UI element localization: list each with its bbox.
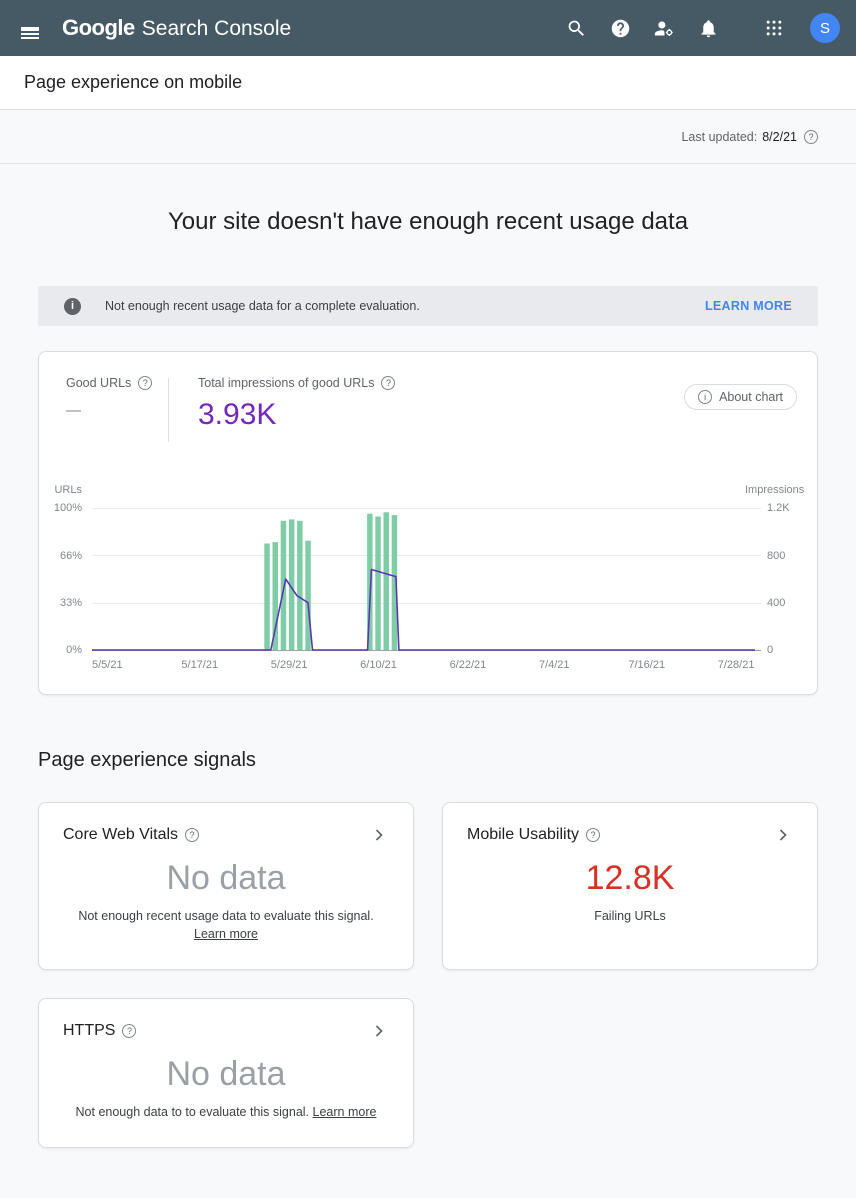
notifications-button[interactable]	[690, 10, 726, 46]
right-axis-tick: 800	[767, 549, 786, 562]
chart-gridline	[92, 602, 761, 604]
good-urls-label: Good URLs	[66, 376, 132, 390]
about-chart-label: About chart	[719, 390, 783, 404]
mobile-usability-help-icon[interactable]: ?	[586, 828, 601, 842]
good-urls-value: —	[66, 402, 81, 419]
https-learn-more-link[interactable]: Learn more	[312, 1105, 377, 1120]
right-axis-title: Impressions	[745, 484, 805, 496]
x-axis-tick: 7/28/21	[717, 659, 755, 671]
x-axis-tick: 6/10/21	[360, 659, 397, 671]
right-axis-tick: 1.2K	[767, 502, 790, 514]
hamburger-icon	[21, 27, 39, 39]
chart-card-header: Good URLs ? — Total impressions of good …	[39, 352, 817, 442]
banner-message: Not enough recent usage data for a compl…	[105, 299, 420, 313]
core-web-vitals-help-icon[interactable]: ?	[185, 828, 200, 842]
left-axis-tick: 33%	[59, 597, 82, 610]
apps-grid-icon	[766, 20, 782, 36]
mobile-usability-card[interactable]: Mobile Usability ? 12.8K Failing URLs	[442, 802, 818, 971]
impressions-label: Total impressions of good URLs	[198, 376, 375, 390]
chart-canvas	[92, 512, 755, 651]
core-web-vitals-value: No data	[166, 859, 286, 897]
good-urls-metric: Good URLs ? —	[66, 376, 168, 419]
https-open-button[interactable]	[369, 1021, 389, 1041]
good-urls-help-icon[interactable]: ?	[138, 376, 153, 390]
last-updated-help-icon[interactable]: ?	[804, 129, 818, 144]
last-updated-label: Last updated:	[681, 129, 758, 144]
last-updated-value: 8/2/21	[762, 129, 797, 144]
google-apps-button[interactable]	[756, 10, 792, 46]
header-actions: S	[558, 10, 840, 46]
mobile-usability-value: 12.8K	[585, 859, 675, 897]
x-axis-tick: 7/4/21	[538, 659, 570, 671]
impressions-help-icon[interactable]: ?	[381, 376, 396, 390]
help-icon	[611, 19, 629, 37]
signals-heading: Page experience signals	[38, 749, 256, 771]
main-content: Your site doesn't have enough recent usa…	[0, 208, 856, 1198]
last-updated-strip: Last updated: 8/2/21 ?	[0, 110, 856, 164]
core-web-vitals-open-button[interactable]	[369, 825, 389, 845]
left-axis-title: URLs	[54, 484, 82, 496]
app-logo[interactable]: Google Search Console	[62, 15, 291, 41]
chart-gridline	[92, 555, 761, 557]
search-icon	[568, 20, 584, 36]
user-settings-icon	[654, 21, 673, 36]
right-axis-tick: 0	[767, 644, 774, 656]
report-title: Page experience on mobile	[24, 72, 243, 92]
https-help-icon[interactable]: ?	[122, 1024, 137, 1039]
x-axis-tick: 5/29/21	[270, 659, 308, 671]
right-axis-tick: 400	[767, 597, 786, 610]
https-card[interactable]: HTTPS ? No data Not enough data to to ev…	[38, 998, 414, 1149]
mobile-usability-description: Failing URLs	[594, 909, 666, 923]
signals-grid: Core Web Vitals ? No data Not enough rec…	[38, 802, 818, 1149]
help-button[interactable]	[602, 10, 638, 46]
account-avatar[interactable]: S	[810, 13, 840, 43]
user-settings-button[interactable]	[646, 10, 682, 46]
learn-more-button[interactable]: LEARN MORE	[704, 299, 792, 313]
x-axis-tick: 5/17/21	[181, 659, 219, 671]
app-header: Google Search Console S	[0, 0, 856, 56]
chart-plot-area[interactable]: 100% 66% 33% 0% 1.2K 800 400 0 URLs Impressions 5/…	[54, 484, 804, 671]
https-value: No data	[166, 1055, 286, 1094]
search-button[interactable]	[558, 10, 594, 46]
bell-icon	[701, 19, 715, 37]
google-logo-text: Google	[62, 15, 135, 40]
info-banner: i Not enough recent usage data for a com…	[38, 286, 818, 326]
core-web-vitals-learn-more-link[interactable]: Learn more	[194, 927, 258, 942]
impressions-value: 3.93K	[198, 398, 277, 431]
page-title: Your site doesn't have enough recent usa…	[167, 208, 689, 235]
product-name-text: Search Console	[141, 17, 292, 40]
impressions-chart-card: Good URLs ? — Total impressions of good …	[38, 351, 818, 695]
chevron-right-icon	[375, 1025, 383, 1037]
https-title: HTTPS	[63, 1022, 116, 1040]
mobile-usability-title: Mobile Usability	[467, 826, 580, 843]
left-axis-tick: 66%	[59, 549, 82, 562]
x-axis-tick: 5/5/21	[92, 659, 123, 671]
x-axis-tick: 7/16/21	[628, 659, 666, 671]
hamburger-menu-button[interactable]	[12, 10, 48, 46]
https-description: Not enough data to to evaluate this sign…	[75, 1105, 377, 1120]
mobile-usability-open-button[interactable]	[773, 825, 793, 845]
core-web-vitals-card[interactable]: Core Web Vitals ? No data Not enough rec…	[38, 802, 414, 971]
info-icon: i	[64, 297, 81, 315]
about-chart-button[interactable]: i About chart	[684, 384, 797, 410]
core-web-vitals-description: Not enough recent usage data to evaluate…	[78, 909, 374, 942]
x-axis-tick: 6/22/21	[449, 659, 487, 671]
chevron-right-icon	[779, 829, 787, 841]
metric-divider	[168, 378, 169, 442]
impressions-metric: Total impressions of good URLs ? 3.93K	[198, 376, 396, 432]
left-axis-tick: 100%	[53, 502, 82, 514]
report-header: Page experience on mobile	[0, 56, 856, 110]
core-web-vitals-title: Core Web Vitals	[63, 826, 179, 843]
left-axis-tick: 0%	[66, 644, 82, 656]
chart-gridline	[92, 507, 761, 509]
about-chart-info-icon: i	[698, 390, 713, 404]
chevron-right-icon	[375, 829, 383, 841]
